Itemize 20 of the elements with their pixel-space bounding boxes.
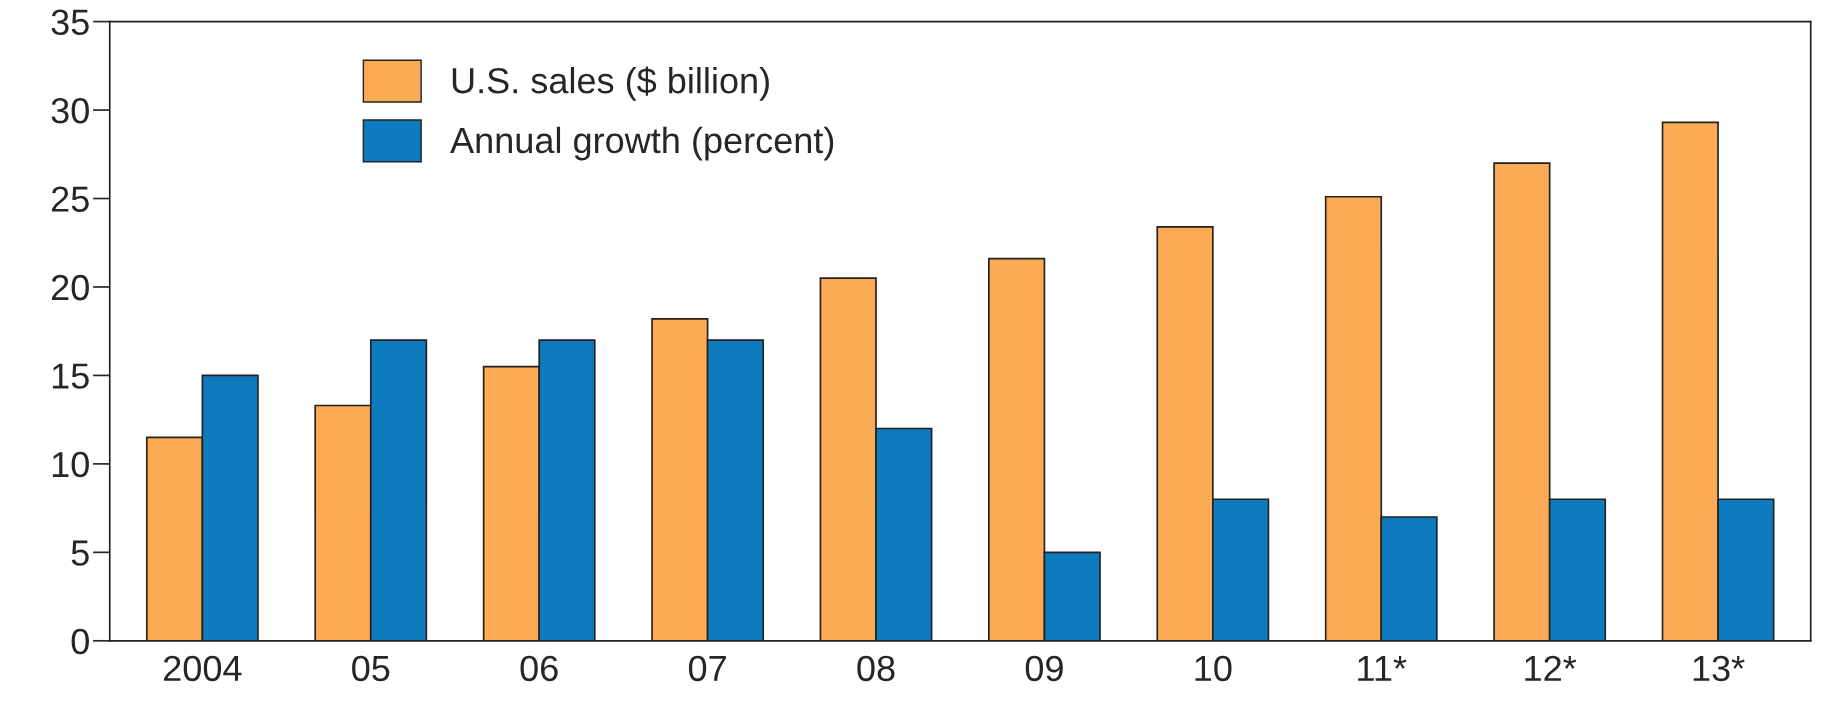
legend-label: U.S. sales ($ billion) [452,66,769,101]
y-tick-label: 20 [51,274,89,301]
y-tick-label: 35 [51,9,89,36]
x-tick-label: 05 [352,655,390,682]
y-tick-label: 10 [52,451,89,478]
y-tick-label: 0 [71,628,89,655]
x-tick-label: 09 [1025,655,1063,682]
x-tick-label: 12* [1525,655,1577,681]
y-tick-label: 5 [71,540,89,566]
x-tick-label: 11* [1358,656,1407,681]
x-tick-label: 13* [1693,655,1745,682]
y-tick-label: 15 [52,363,89,389]
y-tick-label: 30 [51,97,89,124]
x-tick-label: 10 [1195,655,1232,682]
x-tick-label: 08 [857,655,895,682]
y-tick-label: 25 [51,186,89,212]
x-tick-label: 2004 [164,655,242,682]
x-tick-label: 07 [688,655,726,682]
x-tick-label: 06 [520,655,558,682]
legend-label: Annual growth (percent) [450,126,834,161]
